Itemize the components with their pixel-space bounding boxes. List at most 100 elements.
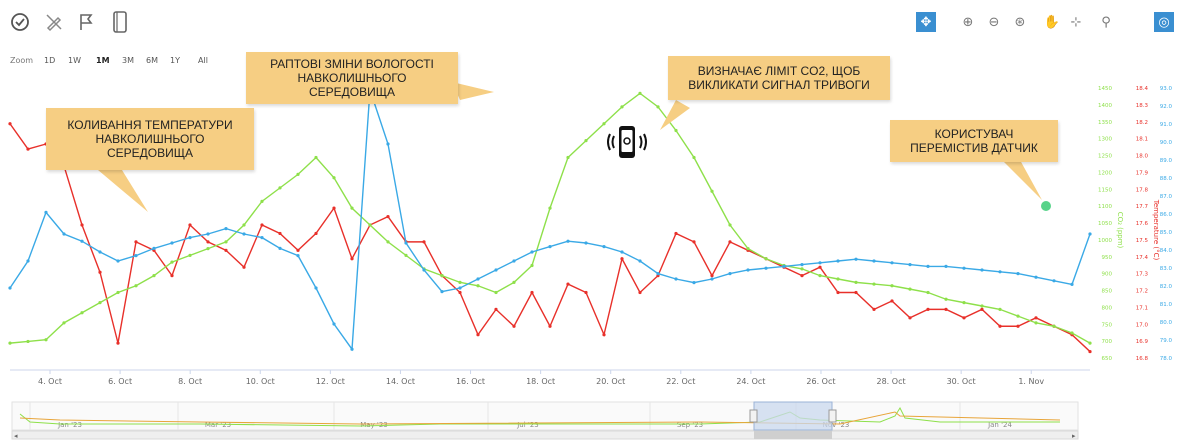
co2-axis-tick: 750 bbox=[1102, 322, 1113, 328]
zoom-out-icon[interactable]: ⊖ bbox=[988, 14, 1000, 30]
flag-icon[interactable] bbox=[76, 12, 96, 32]
temperature-point bbox=[80, 223, 84, 227]
temperature-point bbox=[260, 223, 264, 227]
target-icon[interactable]: ◎ bbox=[1154, 12, 1174, 32]
humidity-axis-tick: 92.0 bbox=[1160, 104, 1173, 110]
expand-icon[interactable]: ⊹ bbox=[1070, 14, 1082, 30]
zoom-in-icon[interactable]: ⊕ bbox=[962, 14, 974, 30]
notebook-icon[interactable] bbox=[110, 10, 130, 34]
co2-point bbox=[44, 338, 48, 342]
co2-point bbox=[1088, 341, 1092, 345]
humidity-point bbox=[116, 259, 120, 263]
navigator-handle-left[interactable] bbox=[749, 409, 758, 423]
humidity-point bbox=[224, 227, 228, 231]
zoom-option-3m[interactable]: 3M bbox=[122, 56, 134, 65]
co2-point bbox=[566, 155, 570, 160]
humidity-axis-tick: 79.0 bbox=[1160, 338, 1173, 344]
humidity-point bbox=[728, 272, 732, 276]
co2-point bbox=[404, 253, 408, 257]
co2-point bbox=[332, 176, 336, 180]
temperature-point bbox=[458, 290, 462, 295]
co2-axis-tick: 850 bbox=[1102, 289, 1113, 295]
humidity-axis-tick: 81.0 bbox=[1160, 302, 1173, 308]
co2-point bbox=[710, 189, 714, 193]
temperature-axis-tick: 17.9 bbox=[1136, 170, 1149, 176]
temperature-point bbox=[620, 257, 624, 261]
humidity-axis-tick: 93.0 bbox=[1160, 86, 1173, 92]
humidity-point bbox=[512, 259, 516, 263]
co2-point bbox=[908, 287, 912, 291]
co2-axis-tick: 650 bbox=[1102, 356, 1113, 362]
zoom-option-all[interactable]: All bbox=[198, 56, 208, 65]
temperature-point bbox=[98, 270, 102, 274]
circle-check-icon[interactable] bbox=[10, 12, 30, 32]
co2-point bbox=[674, 128, 678, 133]
navigator[interactable]: Jan '23 Mar '23 May '23 Jul '23 Sep '23 Nov '… bbox=[0, 400, 1181, 440]
navigator-selection[interactable] bbox=[753, 401, 833, 431]
navigator-label: May '23 bbox=[360, 421, 388, 429]
x-tick-label: 12. Oct bbox=[316, 377, 345, 386]
co2-axis-tick: 1250 bbox=[1098, 154, 1112, 160]
temperature-point bbox=[530, 290, 534, 295]
humidity-axis-tick: 91.0 bbox=[1160, 122, 1173, 128]
humidity-point bbox=[854, 257, 858, 261]
humidity-point bbox=[764, 266, 768, 270]
humidity-point bbox=[602, 245, 606, 249]
humidity-point bbox=[836, 259, 840, 263]
humidity-axis-tick: 89.0 bbox=[1160, 158, 1173, 164]
navigator-label: Jan '23 bbox=[57, 421, 82, 429]
co2-point bbox=[386, 240, 390, 244]
co2-point bbox=[1052, 324, 1056, 328]
temperature-point bbox=[818, 265, 822, 269]
zoom-option-1y[interactable]: 1Y bbox=[170, 56, 180, 65]
co2-point bbox=[980, 304, 984, 308]
pin-icon[interactable]: ⚲ bbox=[1101, 14, 1111, 30]
x-tick-label: 18. Oct bbox=[526, 377, 555, 386]
temperature-point bbox=[674, 231, 678, 236]
zoom-option-1m[interactable]: 1M bbox=[96, 56, 110, 65]
temperature-axis-tick: 18.2 bbox=[1136, 120, 1148, 126]
humidity-point bbox=[548, 245, 552, 249]
zoom-option-6m[interactable]: 6M bbox=[146, 56, 158, 65]
humidity-point bbox=[62, 232, 66, 236]
scroll-right-arrow[interactable]: ▸ bbox=[1072, 432, 1076, 440]
humidity-axis-tick: 80.0 bbox=[1160, 320, 1173, 326]
temperature-point bbox=[476, 333, 480, 337]
co2-point bbox=[314, 155, 318, 160]
co2-point bbox=[296, 172, 300, 176]
temperature-point bbox=[908, 316, 912, 320]
pen-off-icon[interactable] bbox=[44, 12, 64, 32]
sensor-moved-marker bbox=[1041, 201, 1051, 211]
humidity-point bbox=[818, 261, 822, 265]
co2-point bbox=[278, 186, 282, 190]
hand-icon[interactable]: ✋ bbox=[1043, 14, 1061, 30]
temperature-point bbox=[170, 274, 174, 278]
temperature-point bbox=[116, 341, 120, 345]
co2-point bbox=[530, 263, 534, 268]
temperature-point bbox=[224, 248, 228, 252]
navigator-label: Mar '23 bbox=[205, 421, 231, 429]
scroll-left-arrow[interactable]: ◂ bbox=[14, 432, 18, 440]
co2-point bbox=[494, 290, 498, 295]
humidity-point bbox=[8, 286, 12, 290]
co2-point bbox=[8, 341, 12, 345]
co2-point bbox=[152, 274, 156, 278]
co2-point bbox=[764, 257, 768, 261]
navigator-scrollbar-thumb[interactable] bbox=[754, 431, 832, 439]
zoom-option-1d[interactable]: 1D bbox=[44, 56, 56, 65]
pointer-temperature bbox=[98, 170, 148, 212]
zoom-reset-icon[interactable]: ⊛ bbox=[1014, 14, 1026, 30]
co2-point bbox=[1016, 314, 1020, 318]
co2-point bbox=[116, 290, 120, 295]
pan-arrows-icon[interactable]: ✥ bbox=[916, 12, 936, 32]
co2-axis-tick: 1300 bbox=[1098, 137, 1112, 143]
temperature-point bbox=[8, 122, 12, 126]
humidity-point bbox=[1034, 275, 1038, 279]
temperature-point bbox=[998, 324, 1002, 328]
zoom-option-1w[interactable]: 1W bbox=[68, 56, 81, 65]
x-tick-label: 14. Oct bbox=[386, 377, 415, 386]
temperature-point bbox=[314, 231, 318, 236]
navigator-scrollbar[interactable] bbox=[11, 430, 1079, 440]
navigator-handle-right[interactable] bbox=[828, 409, 837, 423]
temperature-axis-tick: 17.6 bbox=[1136, 221, 1149, 227]
